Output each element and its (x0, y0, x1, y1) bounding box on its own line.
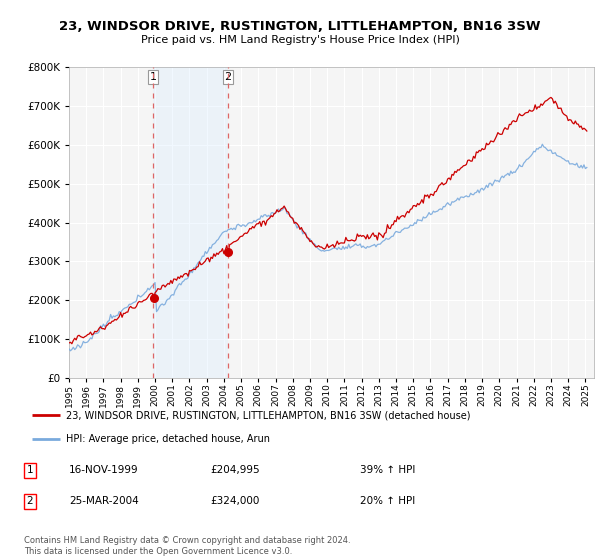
Text: 1: 1 (26, 465, 34, 475)
Text: 1: 1 (149, 72, 157, 82)
Text: Contains HM Land Registry data © Crown copyright and database right 2024.
This d: Contains HM Land Registry data © Crown c… (24, 536, 350, 556)
Text: 2: 2 (26, 496, 34, 506)
Text: 39% ↑ HPI: 39% ↑ HPI (360, 465, 415, 475)
Text: 25-MAR-2004: 25-MAR-2004 (69, 496, 139, 506)
Text: £324,000: £324,000 (210, 496, 259, 506)
Text: 23, WINDSOR DRIVE, RUSTINGTON, LITTLEHAMPTON, BN16 3SW: 23, WINDSOR DRIVE, RUSTINGTON, LITTLEHAM… (59, 20, 541, 32)
Text: 2: 2 (224, 72, 232, 82)
Text: 16-NOV-1999: 16-NOV-1999 (69, 465, 139, 475)
Bar (153, 67, 228, 378)
Text: 23, WINDSOR DRIVE, RUSTINGTON, LITTLEHAMPTON, BN16 3SW (detached house): 23, WINDSOR DRIVE, RUSTINGTON, LITTLEHAM… (66, 410, 470, 420)
Text: £204,995: £204,995 (210, 465, 260, 475)
Text: HPI: Average price, detached house, Arun: HPI: Average price, detached house, Arun (66, 434, 270, 444)
Text: Price paid vs. HM Land Registry's House Price Index (HPI): Price paid vs. HM Land Registry's House … (140, 35, 460, 45)
Text: 20% ↑ HPI: 20% ↑ HPI (360, 496, 415, 506)
